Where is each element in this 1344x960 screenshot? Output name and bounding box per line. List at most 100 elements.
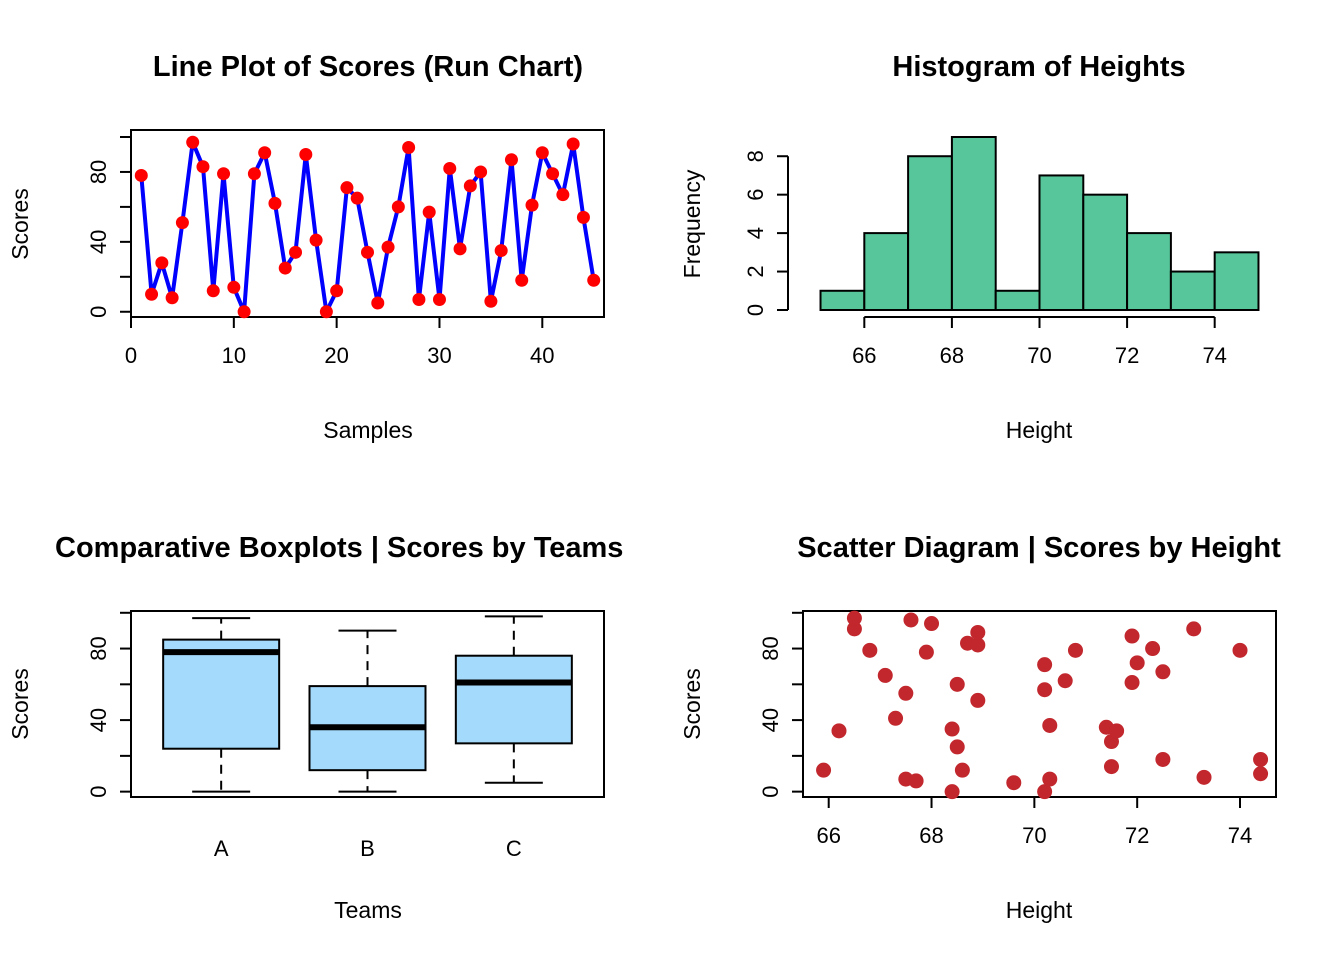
scatter-point bbox=[954, 762, 970, 778]
histogram-y-tick-label: 6 bbox=[743, 189, 768, 201]
scatter-point bbox=[816, 762, 832, 778]
run-chart-x-tick-label: 30 bbox=[427, 343, 451, 368]
scatter-point bbox=[1145, 641, 1161, 657]
scatter-x-tick-label: 66 bbox=[816, 823, 840, 848]
scatter-point bbox=[918, 644, 934, 660]
run-chart-point bbox=[361, 245, 374, 259]
boxplot-y-tick-label: 80 bbox=[86, 636, 111, 660]
run-chart-x-tick-label: 40 bbox=[530, 343, 554, 368]
boxplot-axes: 0 40 80 A B C bbox=[86, 611, 522, 861]
run-chart-y-tick-label: 80 bbox=[86, 160, 111, 184]
scatter-point bbox=[1155, 664, 1171, 680]
boxplot-panel: Comparative Boxplots | Scores by Teams 0… bbox=[7, 520, 692, 923]
scatter-marks bbox=[816, 610, 1269, 800]
histogram-bar bbox=[994, 289, 1041, 311]
histogram-bar bbox=[863, 232, 910, 311]
run-chart-point bbox=[186, 135, 200, 149]
scatter-point bbox=[862, 642, 878, 658]
scatter-point bbox=[1042, 771, 1058, 787]
boxplot-x-tick-label: B bbox=[360, 836, 375, 861]
run-chart-title: Line Plot of Scores (Run Chart) bbox=[153, 51, 583, 83]
scatter-point bbox=[1124, 628, 1140, 644]
run-chart-point bbox=[402, 140, 416, 154]
run-chart-point bbox=[258, 146, 272, 160]
run-chart-point bbox=[432, 293, 446, 307]
boxplot-box bbox=[454, 654, 573, 745]
run-chart-point bbox=[319, 305, 333, 319]
scatter-point bbox=[1155, 751, 1171, 767]
histogram-x-tick-label: 66 bbox=[852, 343, 876, 368]
run-chart-point bbox=[268, 196, 282, 210]
scatter-point bbox=[903, 612, 919, 628]
histogram-ylabel: Frequency bbox=[679, 169, 705, 278]
histogram-y-tick-label: 4 bbox=[743, 227, 768, 239]
run-chart-point bbox=[391, 200, 405, 214]
run-chart-point bbox=[309, 233, 323, 247]
run-chart-point bbox=[535, 146, 549, 160]
scatter-point bbox=[1253, 766, 1269, 782]
histogram-title: Histogram of Heights bbox=[892, 51, 1185, 83]
histogram-x-tick-label: 68 bbox=[940, 343, 964, 368]
run-chart-point bbox=[412, 293, 426, 307]
run-chart-point bbox=[576, 210, 590, 224]
scatter-point bbox=[1196, 769, 1212, 785]
scatter-x-tick-label: 68 bbox=[919, 823, 943, 848]
histogram-x-tick-label: 72 bbox=[1115, 343, 1139, 368]
boxplot-x-tick-label: C bbox=[506, 836, 522, 861]
run-chart-xlabel: Samples bbox=[323, 417, 412, 443]
run-chart-point bbox=[556, 188, 570, 202]
boxplot-ylabel: Scores bbox=[7, 668, 33, 740]
scatter-point bbox=[1253, 751, 1269, 767]
run-chart-point bbox=[299, 147, 313, 161]
scatter-point bbox=[1124, 675, 1140, 691]
scatter-point bbox=[970, 692, 986, 708]
run-chart-point bbox=[165, 291, 179, 305]
run-chart-y-tick-label: 40 bbox=[86, 230, 111, 254]
run-chart-point bbox=[217, 167, 231, 181]
run-chart-point bbox=[206, 284, 220, 298]
run-chart-point bbox=[350, 191, 364, 205]
scatter-title: Scatter Diagram | Scores by Height bbox=[797, 532, 1281, 564]
scatter-point bbox=[970, 637, 986, 653]
boxplot-y-tick-label: 40 bbox=[86, 708, 111, 732]
run-chart-point bbox=[463, 179, 477, 193]
run-chart-point bbox=[155, 256, 169, 270]
run-chart-point bbox=[381, 240, 395, 254]
run-chart-ylabel: Scores bbox=[7, 188, 33, 260]
run-chart-point bbox=[237, 305, 251, 319]
histogram-bar bbox=[950, 136, 997, 311]
run-chart-point bbox=[330, 284, 344, 298]
scatter-y-tick-label: 40 bbox=[758, 708, 783, 732]
run-chart-point bbox=[175, 216, 189, 230]
run-chart-point bbox=[484, 294, 498, 308]
run-chart-point bbox=[474, 165, 488, 179]
scatter-point bbox=[1109, 723, 1125, 739]
histogram-marks bbox=[819, 136, 1260, 312]
scatter-ylabel: Scores bbox=[679, 668, 705, 740]
boxplot-box bbox=[162, 638, 281, 750]
boxplot-title: Comparative Boxplots | Scores by Teams bbox=[55, 532, 623, 564]
run-chart-point bbox=[278, 261, 292, 275]
scatter-xlabel: Height bbox=[1006, 897, 1073, 923]
run-chart-x-tick-label: 20 bbox=[324, 343, 348, 368]
scatter-point bbox=[949, 739, 965, 755]
histogram-bar bbox=[1126, 232, 1172, 311]
scatter-y-tick-label: 0 bbox=[758, 786, 783, 798]
boxplot-x-tick-label: A bbox=[214, 836, 229, 861]
scatter-x-tick-label: 70 bbox=[1022, 823, 1046, 848]
scatter-point bbox=[888, 710, 904, 726]
scatter-point bbox=[949, 676, 965, 692]
run-chart-point bbox=[145, 287, 159, 301]
boxplot-y-tick-label: 0 bbox=[86, 786, 111, 798]
scatter-point bbox=[1232, 642, 1248, 658]
histogram-bar bbox=[1169, 270, 1216, 311]
scatter-point bbox=[1057, 673, 1073, 689]
scatter-x-tick-label: 74 bbox=[1228, 823, 1252, 848]
run-chart-point bbox=[525, 198, 539, 212]
boxplot-title-clip bbox=[672, 520, 692, 570]
run-chart-point bbox=[453, 242, 467, 256]
scatter-point bbox=[1042, 717, 1058, 733]
run-chart-point bbox=[494, 244, 508, 258]
histogram-bar bbox=[907, 155, 953, 311]
